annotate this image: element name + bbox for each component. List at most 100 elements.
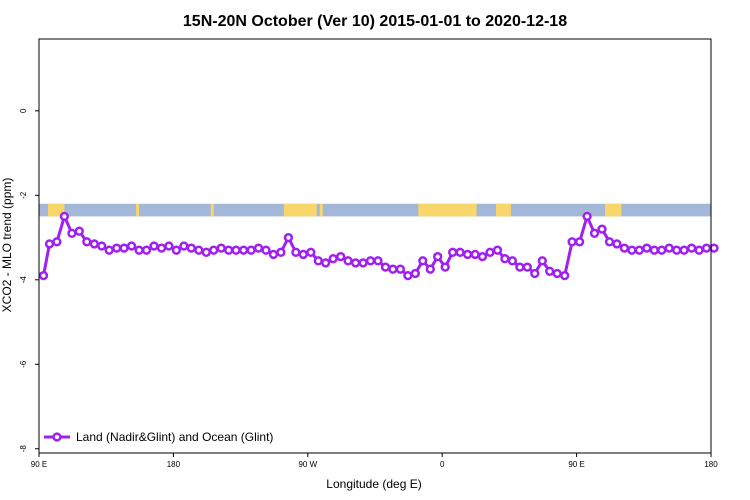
data-point: [455, 247, 465, 257]
data-point: [582, 211, 592, 222]
data-point: [477, 251, 488, 262]
legend: Land (Nadir&Glint) and Ocean (Glint): [44, 430, 273, 444]
data-point: [74, 226, 84, 236]
data-point: [365, 256, 376, 266]
x-tick-label: 0: [440, 460, 445, 469]
data-point: [350, 258, 361, 268]
data-point: [291, 247, 301, 257]
land-segment: [283, 203, 317, 217]
land-segment: [418, 203, 477, 217]
data-point: [201, 247, 211, 257]
data-point: [560, 270, 570, 281]
data-point: [649, 245, 659, 255]
y-tick-label: 0: [19, 108, 28, 113]
data-point: [485, 247, 495, 257]
data-point: [403, 270, 413, 281]
data-point: [38, 270, 49, 281]
data-point: [171, 245, 182, 255]
data-point: [134, 245, 144, 255]
land-segment: [495, 203, 511, 217]
land-segment: [604, 203, 622, 217]
data-point: [104, 245, 114, 255]
data-point: [283, 232, 294, 243]
land-segment: [319, 203, 323, 217]
data-point: [328, 254, 338, 264]
x-tick-label: 90 E: [568, 460, 584, 469]
data-point: [298, 249, 308, 260]
data-point: [343, 256, 353, 266]
data-point: [194, 245, 204, 255]
data-point: [619, 243, 630, 253]
data-point: [238, 245, 249, 255]
data-point: [149, 241, 159, 251]
data-point: [276, 247, 286, 257]
data-point: [44, 239, 55, 249]
data-point: [522, 262, 532, 272]
plot-frame: [38, 38, 712, 454]
data-point: [642, 243, 652, 253]
y-tick-label: -8: [19, 445, 28, 453]
data-point: [246, 245, 256, 255]
y-tick-label: -2: [19, 191, 28, 199]
data-point: [89, 239, 99, 249]
data-point: [552, 268, 562, 279]
x-axis: 90 E 180 90 W 0 90 E 180: [31, 453, 718, 469]
data-point: [156, 243, 167, 253]
data-point: [52, 237, 62, 247]
data-point: [261, 245, 271, 255]
data-point: [545, 266, 555, 276]
data-point: [410, 268, 420, 279]
data-point: [664, 243, 674, 253]
data-point: [634, 245, 644, 255]
data-point: [567, 237, 577, 247]
data-point: [82, 237, 92, 247]
data-point: [701, 243, 712, 253]
x-tick-label: 180: [167, 460, 181, 469]
data-point: [709, 243, 719, 253]
legend-marker-swatch: [52, 432, 62, 442]
chart-title: 15N-20N October (Ver 10) 2015-01-01 to 2…: [183, 13, 567, 30]
series-layer: [38, 211, 719, 281]
data-point: [112, 243, 122, 253]
land-ocean-strip: [39, 203, 711, 217]
data-point: [231, 245, 241, 255]
data-point: [119, 243, 129, 253]
data-point: [268, 249, 279, 260]
land-segment: [210, 203, 214, 217]
data-point: [67, 228, 77, 238]
data-point: [253, 243, 264, 253]
data-point: [425, 264, 435, 274]
ocean-band: [39, 203, 711, 217]
y-axis: 0 -2 -4 -6 -8: [19, 108, 39, 452]
x-tick-label: 90 W: [298, 460, 317, 469]
data-point: [164, 241, 174, 251]
data-point: [141, 245, 152, 255]
data-point: [373, 256, 383, 266]
data-point: [358, 258, 368, 268]
data-point: [574, 237, 585, 247]
data-point: [686, 243, 697, 253]
data-point: [612, 239, 622, 249]
data-point: [448, 247, 458, 257]
data-point: [209, 245, 219, 255]
data-point: [97, 241, 107, 251]
data-point: [492, 245, 503, 255]
data-point: [224, 245, 234, 255]
data-point: [440, 262, 450, 272]
land-segment: [47, 203, 65, 217]
data-point: [679, 245, 689, 255]
data-point: [388, 264, 398, 274]
data-point: [336, 251, 346, 262]
data-point: [589, 228, 600, 238]
data-point: [694, 245, 704, 255]
data-point: [604, 237, 615, 247]
data-point: [179, 241, 189, 251]
data-point: [186, 243, 196, 253]
y-axis-label: XCO2 - MLO trend (ppm): [0, 178, 14, 313]
data-point: [507, 256, 518, 266]
data-point: [470, 249, 480, 260]
y-tick-label: -6: [19, 360, 28, 368]
data-point: [395, 264, 406, 274]
data-point: [672, 245, 682, 255]
